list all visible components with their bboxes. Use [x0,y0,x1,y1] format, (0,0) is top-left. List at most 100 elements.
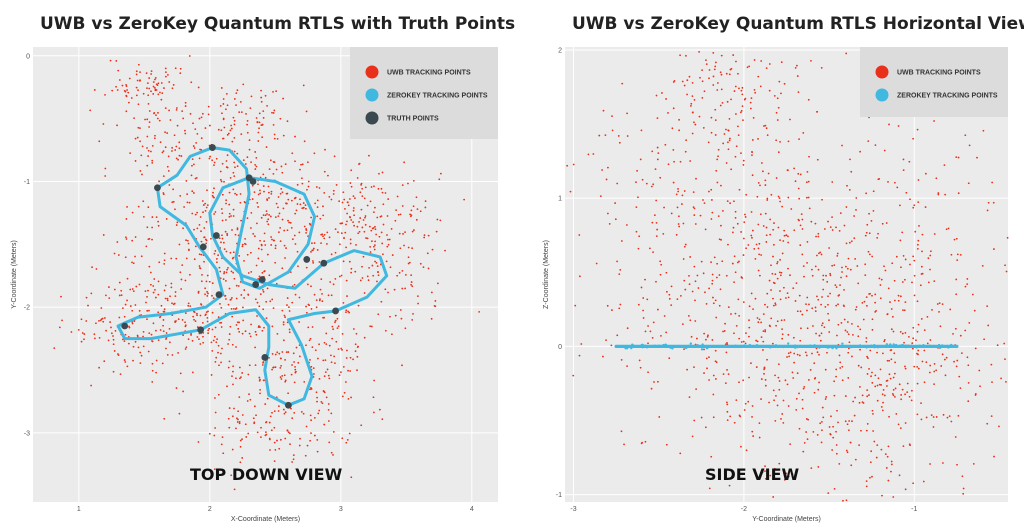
uwb-point [361,277,364,279]
uwb-point [257,257,260,260]
uwb-point [978,369,981,372]
uwb-point [287,392,289,395]
uwb-point [220,306,223,309]
uwb-point [686,368,689,371]
uwb-point [197,290,200,293]
uwb-point [240,111,243,114]
uwb-point [235,297,238,300]
uwb-point [316,215,319,218]
uwb-point [992,201,995,204]
uwb-point [233,123,236,126]
zerokey-point [703,345,706,348]
uwb-point [871,475,873,478]
uwb-point [855,209,857,211]
uwb-point [692,111,694,114]
uwb-point [265,431,267,433]
uwb-point [378,172,380,175]
uwb-point [792,377,795,379]
uwb-point [276,351,279,354]
uwb-point [330,354,332,357]
uwb-point [296,250,299,253]
uwb-point [916,330,919,333]
uwb-point [848,188,851,191]
uwb-point [346,201,349,204]
uwb-point [411,247,414,250]
uwb-point [355,244,357,246]
uwb-point [874,293,877,296]
uwb-point [212,297,215,300]
uwb-point [223,248,226,251]
uwb-point [157,339,160,342]
uwb-point [851,355,853,358]
uwb-point [273,410,276,413]
uwb-point [293,283,296,286]
zerokey-point [831,346,834,350]
uwb-point [129,152,132,155]
uwb-point [273,460,276,463]
uwb-point [653,381,655,383]
uwb-point [781,333,784,336]
uwb-point [865,304,868,307]
uwb-point [758,242,761,245]
uwb-point [916,243,919,246]
uwb-point [352,195,355,197]
uwb-point [239,101,242,103]
uwb-point [618,141,621,144]
uwb-point [194,213,197,216]
uwb-point [805,354,808,357]
uwb-point [655,94,658,97]
uwb-point [131,322,134,325]
uwb-point [228,215,231,218]
uwb-point [959,253,962,256]
uwb-point [407,246,410,249]
uwb-point [926,342,929,345]
truth-point [197,326,205,334]
uwb-point [175,145,178,148]
uwb-point [882,401,884,404]
uwb-point [321,300,324,303]
uwb-point [313,152,316,155]
uwb-point [745,449,748,452]
uwb-point [650,185,653,188]
uwb-point [316,396,318,399]
uwb-point [796,75,799,77]
uwb-point [647,371,649,374]
uwb-point [214,360,217,363]
uwb-point [652,183,655,186]
uwb-point [712,52,715,54]
uwb-point [830,415,832,418]
uwb-point [260,426,262,429]
uwb-point [687,315,690,317]
uwb-point [949,308,952,311]
uwb-point [734,217,737,219]
uwb-point [806,170,809,173]
uwb-point [323,170,326,173]
uwb-point [134,340,137,343]
uwb-point [712,296,714,299]
uwb-point [236,321,239,324]
uwb-point [640,286,643,289]
uwb-point [966,283,969,285]
uwb-point [108,286,110,288]
uwb-point [814,265,817,268]
truth-point [332,307,339,315]
uwb-point [677,223,680,225]
uwb-point [240,133,243,136]
uwb-point [773,467,776,470]
uwb-point [254,151,257,153]
uwb-point [715,169,718,172]
uwb-point [910,399,913,402]
uwb-point [748,335,750,338]
uwb-point [976,156,978,159]
uwb-point [758,253,761,256]
zerokey-point [837,345,841,348]
uwb-point [693,207,696,210]
uwb-point [196,336,199,338]
uwb-point [276,439,278,442]
uwb-point [876,444,879,447]
uwb-point [345,223,347,226]
uwb-point [103,360,106,363]
uwb-point [886,385,888,387]
uwb-point [273,109,276,112]
uwb-point [312,367,315,370]
